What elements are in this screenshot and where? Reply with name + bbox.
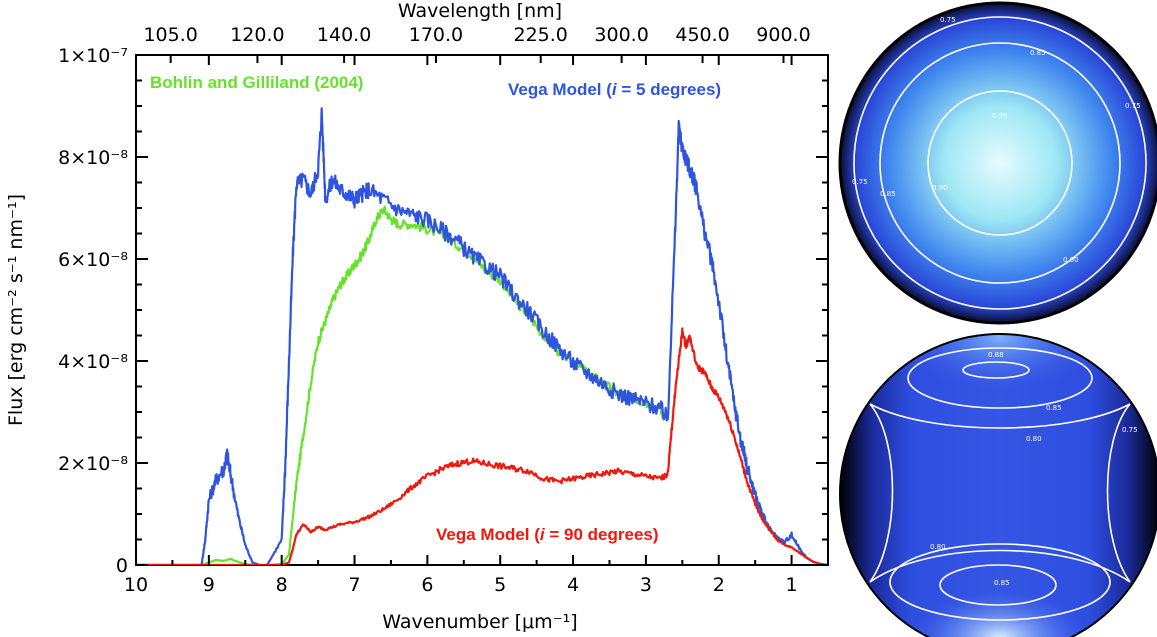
contour-label: 0.75 [1125, 102, 1141, 110]
top-tick-label: 170.0 [409, 24, 463, 46]
contour-label: 0.85 [880, 190, 896, 198]
polar-cap-south [890, 540, 1110, 637]
y-tick-label: 6×10⁻⁸ [58, 249, 128, 271]
contour-label: 0.80 [1026, 435, 1042, 443]
legend-bohlin: Bohlin and Gilliland (2004) [150, 73, 363, 92]
x-tick-label: 6 [421, 574, 433, 596]
contour-label: 0.95 [992, 112, 1008, 120]
top-axis-label: Wavelength [nm] [398, 0, 562, 22]
y-tick-label: 1×10⁻⁷ [58, 45, 128, 67]
y-tick-label: 4×10⁻⁸ [58, 351, 128, 373]
contour-line [1106, 403, 1131, 583]
legend-vega-90: Vega Model (i = 90 degrees) [436, 525, 659, 544]
x-tick-label: 4 [567, 574, 579, 596]
star-disk-pole-on [840, 3, 1157, 323]
contour-label: 0.90 [932, 184, 948, 192]
series-layer [136, 107, 828, 565]
stellar-map-equator-on: 0.88 0.85 0.80 0.75 0.80 0.85 [839, 333, 1157, 637]
contour-line [962, 361, 1030, 379]
contour-label: 0.85 [1046, 404, 1062, 412]
x-axis-label: Wavenumber [μm⁻¹] [382, 611, 577, 633]
top-tick-label: 300.0 [594, 24, 648, 46]
stellar-map-pole-on: 0.75 0.85 0.95 0.90 0.85 0.80 0.75 0.75 [838, 1, 1157, 325]
y-tick-label: 2×10⁻⁸ [58, 453, 128, 475]
contour-label: 0.75 [852, 178, 868, 186]
y-tick-label: 0 [116, 555, 128, 577]
contour-line [889, 543, 1111, 621]
contour-label: 0.75 [940, 16, 956, 24]
x-tick-label: 10 [124, 574, 148, 596]
series-line-vega-5 [136, 107, 828, 565]
y-tick-label: 8×10⁻⁸ [58, 147, 128, 169]
top-tick-label: 140.0 [317, 24, 371, 46]
star-limb-equator-on [839, 333, 1157, 637]
top-tick-label: 225.0 [514, 24, 568, 46]
legend-vega-5: Vega Model (i = 5 degrees) [508, 80, 721, 99]
polar-cap-north [890, 334, 1110, 430]
x-tick-label: 1 [786, 574, 798, 596]
y-axis-label: Flux [erg cm⁻² s⁻¹ nm⁻¹] [5, 194, 27, 426]
top-tick-label: 450.0 [675, 24, 729, 46]
series-line-vega-90 [136, 327, 828, 565]
contour-label: 0.88 [988, 351, 1004, 359]
contour-line [869, 403, 1131, 429]
contour-line [939, 564, 1057, 606]
ticks-layer: 10 9 8 7 6 5 4 3 2 1 105.0 120.0 140.0 170.0 225.0 300.… [58, 24, 829, 596]
x-tick-label: 7 [348, 574, 360, 596]
contour-line [907, 347, 1093, 409]
contour-line [927, 90, 1073, 236]
top-tick-label: 120.0 [230, 24, 284, 46]
x-tick-label: 3 [640, 574, 652, 596]
contour-label: 0.80 [930, 543, 946, 551]
contour-label: 0.75 [1122, 426, 1138, 434]
contour-line [879, 42, 1121, 284]
plot-frame [135, 54, 829, 566]
contour-line [853, 16, 1147, 310]
x-tick-label: 2 [713, 574, 725, 596]
x-tick-label: 5 [494, 574, 506, 596]
contour-label: 0.80 [1063, 256, 1079, 264]
top-tick-label: 900.0 [756, 24, 810, 46]
top-tick-label: 105.0 [143, 24, 197, 46]
contour-label: 0.85 [994, 579, 1010, 587]
plot-area [135, 54, 829, 566]
x-tick-label: 8 [276, 574, 288, 596]
contour-line [869, 403, 894, 583]
contour-label: 0.85 [1030, 49, 1046, 57]
x-tick-label: 9 [203, 574, 215, 596]
star-limb-pole-on [838, 1, 1157, 325]
